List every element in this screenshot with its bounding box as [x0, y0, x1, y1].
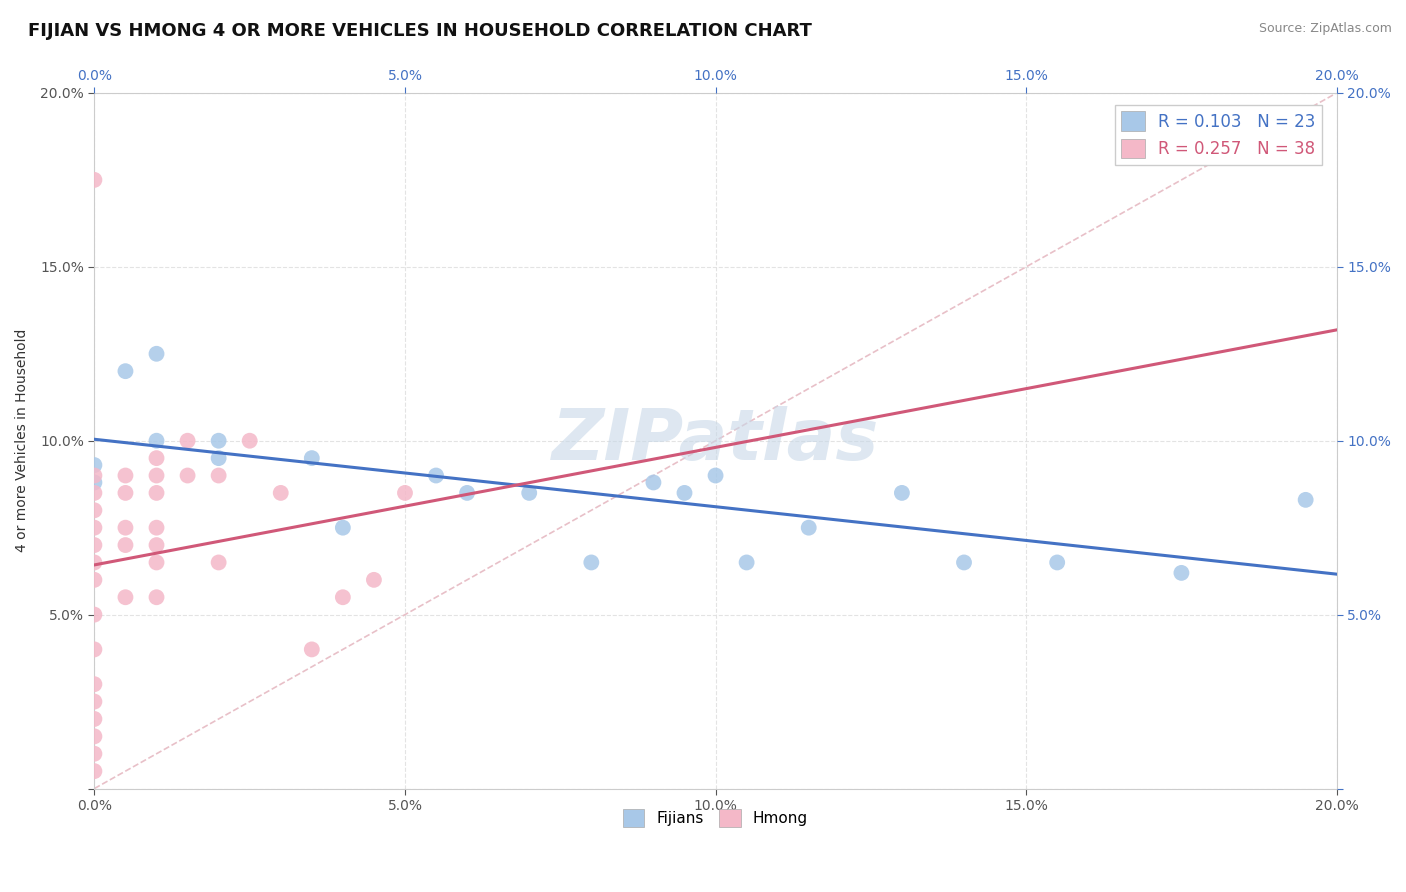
Point [581, 556, 603, 570]
Point [332, 521, 354, 535]
Point [704, 468, 727, 483]
Point [797, 521, 820, 535]
Point [208, 468, 231, 483]
Point [270, 486, 292, 500]
Point [83, 556, 105, 570]
Point [643, 475, 665, 490]
Point [145, 591, 167, 605]
Point [456, 486, 478, 500]
Point [1046, 556, 1069, 570]
Text: FIJIAN VS HMONG 4 OR MORE VEHICLES IN HOUSEHOLD CORRELATION CHART: FIJIAN VS HMONG 4 OR MORE VEHICLES IN HO… [28, 22, 813, 40]
Point [425, 468, 447, 483]
Point [145, 486, 167, 500]
Text: Source: ZipAtlas.com: Source: ZipAtlas.com [1258, 22, 1392, 36]
Point [363, 573, 385, 587]
Point [208, 556, 231, 570]
Point [83, 173, 105, 187]
Point [83, 573, 105, 587]
Point [1295, 492, 1317, 507]
Point [83, 458, 105, 472]
Point [208, 434, 231, 448]
Point [83, 538, 105, 552]
Point [83, 712, 105, 726]
Text: ZIPatlas: ZIPatlas [553, 406, 879, 475]
Point [83, 503, 105, 517]
Point [176, 434, 198, 448]
Point [145, 538, 167, 552]
Point [208, 451, 231, 466]
Point [83, 486, 105, 500]
Point [332, 591, 354, 605]
Point [145, 347, 167, 361]
Point [83, 475, 105, 490]
Point [114, 468, 136, 483]
Point [890, 486, 912, 500]
Point [83, 642, 105, 657]
Point [114, 591, 136, 605]
Point [145, 451, 167, 466]
Point [83, 747, 105, 761]
Point [83, 521, 105, 535]
Point [517, 486, 540, 500]
Point [394, 486, 416, 500]
Point [114, 364, 136, 378]
Point [145, 468, 167, 483]
Point [239, 434, 262, 448]
Point [83, 677, 105, 691]
Point [114, 521, 136, 535]
Point [953, 556, 976, 570]
Point [735, 556, 758, 570]
Point [673, 486, 696, 500]
Point [83, 764, 105, 779]
Point [114, 486, 136, 500]
Point [114, 538, 136, 552]
Point [145, 434, 167, 448]
Y-axis label: 4 or more Vehicles in Household: 4 or more Vehicles in Household [15, 329, 30, 552]
Legend: Fijians, Hmong: Fijians, Hmong [617, 803, 814, 833]
Point [145, 556, 167, 570]
Point [176, 468, 198, 483]
Point [145, 521, 167, 535]
Point [1170, 566, 1192, 580]
Point [301, 642, 323, 657]
Point [301, 451, 323, 466]
Point [83, 468, 105, 483]
Point [83, 695, 105, 709]
Point [83, 607, 105, 622]
Point [83, 730, 105, 744]
